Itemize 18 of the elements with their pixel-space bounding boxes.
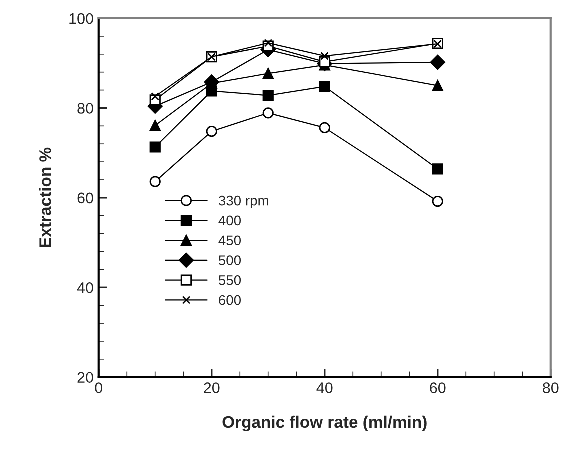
legend-label: 600 [219,295,242,306]
legend-label: 500 [218,256,242,266]
y-tick-label: 100 [70,13,94,24]
x-tick-label: 40 [316,382,333,394]
y-tick-label: 20 [78,372,94,384]
legend-label: 450 [218,236,242,246]
y-tick-label: 60 [78,192,94,204]
x-axis-title: Organic flow rate (ml/min) [222,416,427,432]
x-tick-label: 20 [204,382,220,394]
legend-label: 550 [218,275,242,286]
legend-label: 330 rpm [218,196,268,208]
x-tick-label: 0 [95,382,103,394]
y-axis-title: Extraction % [39,148,52,248]
legend-label: 400 [218,216,242,226]
y-tick-label: 80 [78,103,94,114]
x-tick-label: 60 [430,382,446,394]
x-tick-label: 80 [543,382,559,394]
y-tick-label: 40 [77,282,94,294]
